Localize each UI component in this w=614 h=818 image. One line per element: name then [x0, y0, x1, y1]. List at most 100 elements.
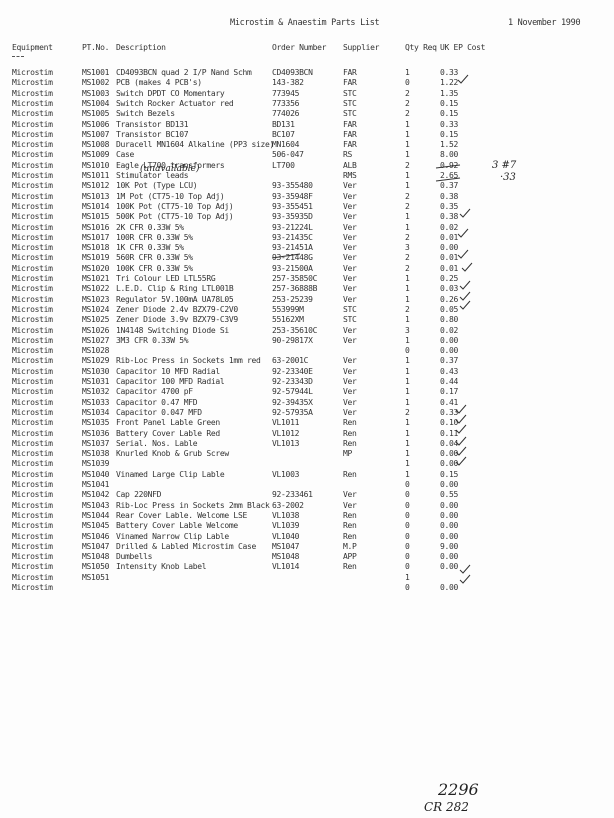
order-number: 93-355480: [272, 181, 313, 191]
supplier: Ver: [343, 284, 357, 294]
quantity: 0: [405, 490, 410, 500]
supplier: Ren: [343, 469, 357, 479]
equipment: Microstim: [12, 150, 53, 160]
cost: 0.44: [440, 377, 459, 386]
part-number: MS1041: [82, 480, 110, 489]
cost: 0.43: [440, 366, 459, 376]
cost: 1.22: [440, 78, 459, 88]
order-number: 257-35850C: [272, 274, 318, 283]
quantity: 1: [405, 140, 410, 150]
part-number: MS1012: [82, 181, 110, 191]
part-number: MS1028: [82, 346, 110, 356]
cost: 0.33: [440, 68, 459, 77]
order-number: MS1048: [272, 552, 300, 562]
part-number: MS1039: [82, 459, 110, 469]
equipment: Microstim: [12, 490, 53, 500]
cost: 0.00: [440, 335, 459, 345]
equipment: Microstim: [12, 356, 53, 366]
quantity: 1: [405, 212, 410, 222]
description: Transistor BD131: [116, 119, 189, 129]
equipment: Microstim: [12, 119, 53, 129]
cost: 0.00: [440, 449, 459, 459]
quantity: 1: [405, 222, 410, 232]
order-number: VL1003: [272, 469, 300, 479]
quantity: 1: [405, 366, 410, 376]
part-number: MS1042: [82, 490, 110, 500]
equipment: Microstim: [12, 552, 53, 562]
part-number: MS1026: [82, 325, 110, 335]
order-number: 92-23343D: [272, 377, 313, 386]
order-number: 774026: [272, 109, 300, 119]
order-number: 93-355451: [272, 201, 313, 211]
header-rule: [12, 56, 24, 57]
cost: 0.00: [440, 521, 459, 531]
order-number: VL1011: [272, 418, 300, 428]
equipment: Microstim: [12, 201, 53, 211]
equipment: Microstim: [12, 438, 53, 448]
description: 100R CFR 0.33W 5%: [116, 232, 193, 242]
quantity: 1: [405, 171, 410, 180]
order-number: 92-233461: [272, 490, 313, 500]
order-number: 92-23340E: [272, 366, 313, 376]
part-number: MS1018: [82, 243, 110, 253]
part-number: MS1009: [82, 150, 110, 160]
cost: 0.15: [440, 109, 459, 119]
cost: 0.25: [440, 274, 459, 283]
column-header: Order Number: [272, 43, 327, 52]
equipment: Microstim: [12, 171, 53, 180]
description: PCB (makes 4 PCB's): [116, 78, 202, 88]
part-number: MS1001: [82, 68, 110, 77]
quantity: 1: [405, 459, 410, 469]
part-number: MS1006: [82, 119, 110, 129]
description: 10K Pot (Type LCU): [116, 181, 198, 191]
cost: 1.52: [440, 140, 459, 150]
supplier: Ver: [343, 387, 357, 397]
supplier: STC: [343, 109, 357, 119]
supplier: MP: [343, 449, 353, 459]
cost: 0.02: [440, 222, 459, 232]
cost: 8.00: [440, 150, 459, 160]
part-number: MS1011: [82, 171, 110, 180]
supplier: Ver: [343, 191, 357, 201]
description: Dumbells: [116, 552, 153, 562]
cost: 0.35: [440, 201, 459, 211]
description: Capacitor 10 MFD Radial: [116, 366, 220, 376]
quantity: 2: [405, 201, 410, 211]
order-number: 92-57935A: [272, 407, 313, 417]
cost: 0.00: [440, 346, 459, 356]
description: Battery Cover Lable Welcome: [116, 521, 238, 531]
description: Rear Cover Lable. Welcome LSE: [116, 510, 247, 520]
description: L.E.D. Clip & Ring LTL001B: [116, 284, 234, 294]
cost: 0.37: [440, 181, 459, 191]
supplier: Ver: [343, 377, 357, 386]
quantity: 1: [405, 181, 410, 191]
quantity: 2: [405, 253, 410, 263]
handwritten-note: ·33: [500, 172, 516, 183]
supplier: FAR: [343, 129, 357, 139]
part-number: MS1043: [82, 500, 110, 510]
cost: 0.33: [440, 119, 459, 129]
part-number: MS1035: [82, 418, 110, 428]
supplier: STC: [343, 315, 357, 325]
quantity: 0: [405, 552, 410, 562]
description: Capacitor 100 MFD Radial: [116, 377, 225, 386]
description: 1M Pot (CT75-10 Top Adj): [116, 191, 225, 201]
description: Capacitor 0.047 MFD: [116, 407, 202, 417]
part-number: MS1022: [82, 284, 110, 294]
supplier: Ver: [343, 407, 357, 417]
supplier: M.P: [343, 541, 357, 551]
supplier: Ren: [343, 510, 357, 520]
order-number: 93-35935D: [272, 212, 313, 222]
cost: 0.41: [440, 397, 459, 407]
part-number: MS1044: [82, 510, 110, 520]
cost: 0.01: [440, 263, 459, 273]
part-number: MS1021: [82, 274, 110, 283]
equipment: Microstim: [12, 284, 53, 294]
description: Duracell MN1604 Alkaline (PP3 size): [116, 140, 275, 150]
order-number: 553999M: [272, 304, 304, 314]
cost: 0.00: [440, 480, 459, 489]
cost: 0.15: [440, 469, 459, 479]
equipment: Microstim: [12, 366, 53, 376]
column-header: PT.No.: [82, 43, 110, 52]
quantity: 3: [405, 325, 410, 335]
